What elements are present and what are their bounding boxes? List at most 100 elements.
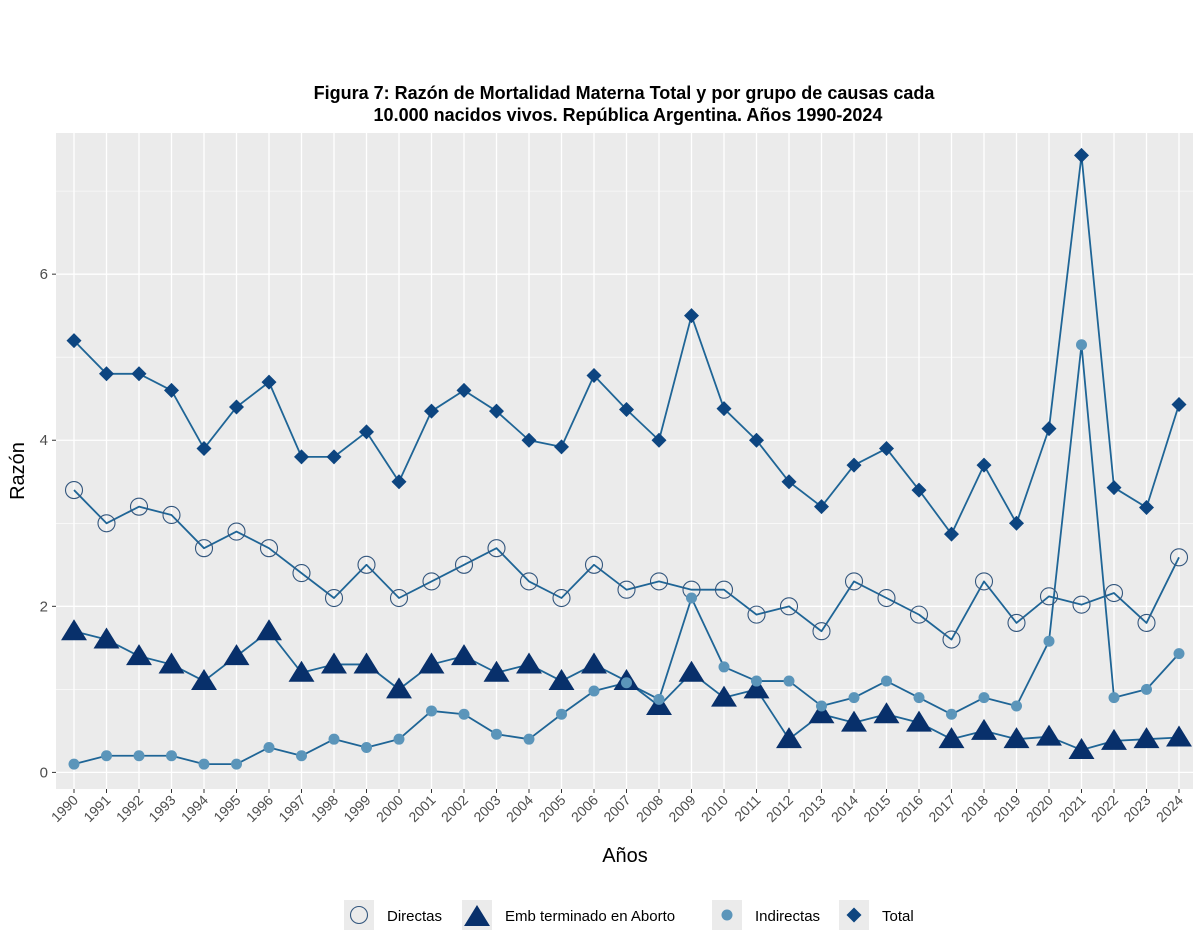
point-indirectas-2013 (816, 700, 827, 712)
point-directas-2001 (422, 572, 441, 591)
point-emb-terminado-en-aborto-2021 (1068, 737, 1095, 759)
point-indirectas-2012 (783, 675, 795, 687)
point-emb-terminado-en-aborto-2014 (841, 710, 867, 732)
point-emb-terminado-en-aborto-2013 (808, 702, 835, 724)
point-directas-1995 (227, 522, 246, 541)
point-total-2002 (456, 382, 472, 398)
point-total-1991 (99, 366, 114, 382)
point-indirectas-1995 (231, 758, 242, 770)
point-directas-2023 (1137, 613, 1156, 632)
x-tick-label: 2018 (958, 792, 991, 825)
point-emb-terminado-en-aborto-2022 (1101, 728, 1127, 750)
point-emb-terminado-en-aborto-2016 (906, 710, 932, 732)
point-emb-terminado-en-aborto-2012 (776, 727, 802, 749)
point-directas-2013 (812, 622, 831, 641)
point-total-2001 (424, 403, 439, 419)
x-tick-label: 1992 (113, 792, 146, 825)
chart-title-line1: Figura 7: Razón de Mortalidad Materna To… (314, 83, 936, 103)
point-total-2022 (1106, 480, 1122, 496)
point-emb-terminado-en-aborto-2019 (1003, 727, 1030, 749)
point-emb-terminado-en-aborto-2005 (548, 669, 575, 691)
x-tick-label: 2007 (600, 792, 633, 825)
point-indirectas-2007 (621, 677, 632, 689)
point-emb-terminado-en-aborto-2006 (581, 652, 607, 674)
point-directas-2018 (974, 572, 994, 591)
point-directas-2020 (1039, 587, 1059, 606)
point-emb-terminado-en-aborto-2015 (873, 702, 900, 724)
point-directas-2003 (487, 539, 506, 558)
point-total-1995 (229, 399, 244, 415)
point-indirectas-2000 (393, 733, 405, 745)
point-emb-terminado-en-aborto-1993 (158, 652, 185, 674)
point-indirectas-2017 (946, 708, 957, 720)
point-indirectas-2023 (1141, 683, 1152, 695)
point-total-2005 (554, 439, 569, 455)
x-tick-label: 2021 (1055, 792, 1088, 825)
point-directas-2022 (1104, 583, 1124, 603)
point-directas-2004 (519, 572, 539, 591)
point-indirectas-2020 (1043, 635, 1055, 647)
point-indirectas-1994 (198, 758, 210, 770)
point-indirectas-2005 (556, 708, 567, 720)
point-emb-terminado-en-aborto-2018 (971, 718, 997, 740)
point-directas-2000 (389, 588, 409, 608)
point-directas-2015 (877, 588, 896, 608)
y-tick-label: 6 (40, 266, 48, 283)
point-directas-1992 (129, 497, 149, 516)
point-total-2009 (684, 308, 699, 324)
point-total-1996 (261, 374, 277, 390)
x-tick-label: 2016 (893, 792, 926, 825)
x-tick-label: 2001 (405, 792, 438, 825)
x-tick-label: 2024 (1153, 792, 1186, 825)
point-total-2008 (651, 432, 667, 448)
point-indirectas-2024 (1173, 648, 1185, 660)
point-directas-2008 (649, 572, 669, 591)
point-directas-1997 (292, 564, 311, 583)
x-tick-label: 2009 (665, 792, 698, 825)
legend-key-total (846, 907, 862, 923)
point-emb-terminado-en-aborto-1995 (223, 644, 250, 666)
grid-lines (56, 133, 1193, 789)
point-directas-2016 (909, 605, 929, 624)
legend-label: Emb terminado en Aborto (505, 908, 675, 925)
point-indirectas-1999 (361, 741, 372, 753)
point-directas-2010 (714, 580, 734, 599)
series-points (61, 147, 1192, 770)
x-tick-label: 2000 (373, 792, 406, 825)
series-line-directas (73, 489, 1180, 641)
chart-title-line2: 10.000 nacidos vivos. República Argentin… (374, 105, 883, 125)
point-emb-terminado-en-aborto-2002 (451, 644, 477, 666)
point-directas-1991 (97, 514, 116, 533)
point-total-2012 (781, 474, 797, 490)
point-emb-terminado-en-aborto-2001 (418, 652, 445, 674)
point-indirectas-2006 (588, 685, 600, 697)
point-total-2017 (944, 526, 959, 542)
x-tick-label: 1993 (145, 792, 178, 825)
x-tick-label: 2004 (503, 792, 536, 825)
x-tick-label: 2003 (470, 792, 503, 825)
point-total-2000 (391, 474, 407, 490)
point-directas-2019 (1007, 613, 1026, 632)
point-emb-terminado-en-aborto-1996 (256, 619, 282, 641)
point-total-1998 (326, 449, 342, 465)
point-emb-terminado-en-aborto-2017 (938, 727, 965, 749)
point-emb-terminado-en-aborto-2000 (386, 677, 412, 699)
legend-label: Total (882, 908, 914, 925)
point-directas-2005 (552, 588, 571, 608)
point-indirectas-2015 (881, 675, 892, 687)
point-total-2021 (1074, 147, 1089, 163)
x-tick-label: 2005 (535, 792, 568, 825)
point-emb-terminado-en-aborto-2009 (678, 660, 705, 682)
point-emb-terminado-en-aborto-1998 (321, 652, 347, 674)
point-indirectas-1991 (101, 750, 112, 762)
point-emb-terminado-en-aborto-1994 (191, 669, 217, 691)
point-emb-terminado-en-aborto-2024 (1166, 725, 1192, 747)
y-tick-label: 0 (40, 764, 48, 781)
point-total-2007 (619, 402, 634, 418)
x-tick-label: 1991 (80, 792, 113, 825)
point-emb-terminado-en-aborto-1997 (288, 660, 315, 682)
legend: Directas Emb terminado en Aborto Indirecta… (344, 900, 914, 930)
point-indirectas-2019 (1011, 700, 1022, 712)
x-tick-label: 1998 (308, 792, 341, 825)
point-directas-1996 (259, 539, 279, 558)
